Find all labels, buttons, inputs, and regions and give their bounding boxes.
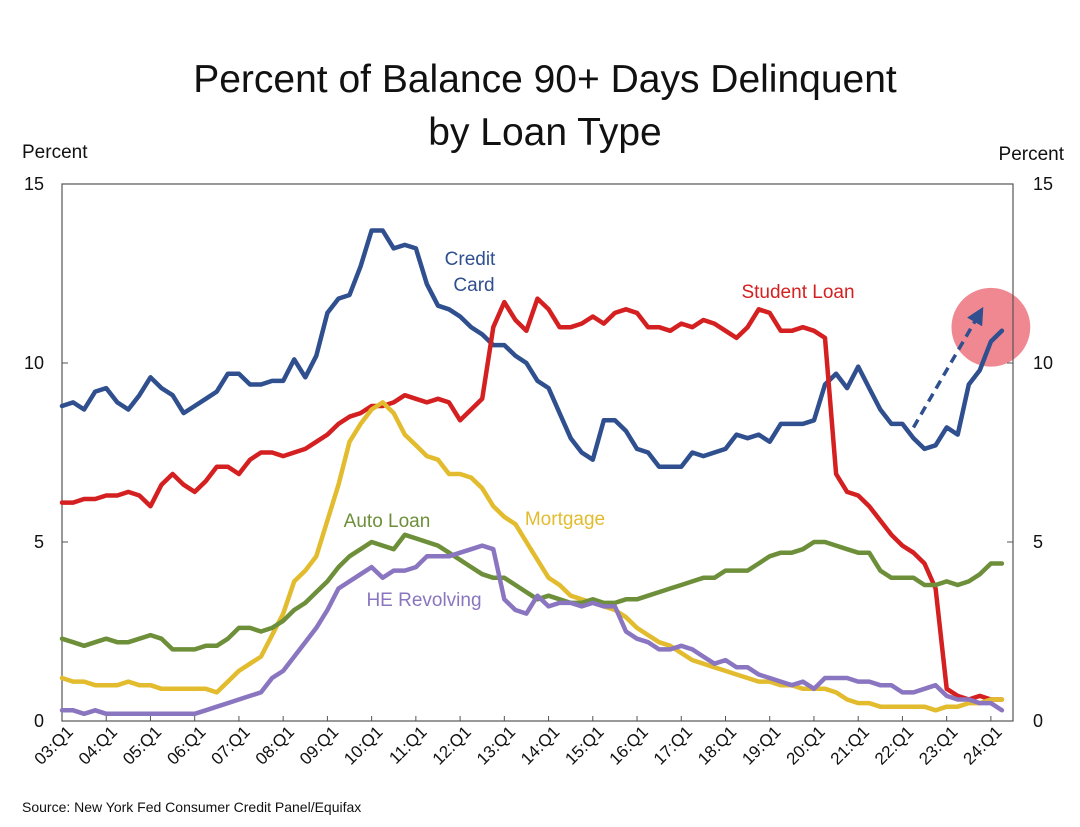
x-tick-label: 19:Q1	[738, 722, 784, 768]
y-axis-left-label: Percent	[22, 142, 88, 163]
series-label-he-revolving: HE Revolving	[366, 590, 481, 611]
series-label-credit-card: Credit	[445, 249, 496, 270]
x-tick-label: 16:Q1	[606, 722, 652, 768]
x-tick-label: 21:Q1	[827, 722, 873, 768]
x-tick-label: 10:Q1	[340, 722, 386, 768]
x-tick-label: 06:Q1	[163, 722, 209, 768]
y-tick-label-left: 0	[34, 711, 44, 731]
x-tick-label: 22:Q1	[871, 722, 917, 768]
series-line-auto-loan	[59, 532, 1005, 652]
series-line-mortgage	[59, 400, 1005, 713]
y-tick-label-right: 10	[1033, 353, 1053, 373]
y-tick-label-right: 5	[1033, 532, 1043, 552]
series-line-credit-card	[59, 228, 1005, 470]
y-tick-label-right: 15	[1033, 174, 1053, 194]
x-tick-label: 20:Q1	[783, 722, 829, 768]
x-tick-label: 09:Q1	[296, 722, 342, 768]
x-tick-label: 15:Q1	[561, 722, 607, 768]
plot-frame	[61, 183, 1014, 722]
x-tick-label: 17:Q1	[650, 722, 696, 768]
series-label-student-loan: Student Loan	[741, 282, 854, 303]
series-line-student-loan	[59, 296, 1005, 702]
series-label-credit-card: Card	[453, 275, 494, 296]
trend-arrow	[911, 306, 984, 429]
series-line-he-revolving	[59, 543, 1005, 717]
chart-title-line2: by Loan Type	[428, 111, 662, 154]
x-tick-label: 18:Q1	[694, 722, 740, 768]
x-tick-label: 08:Q1	[252, 722, 298, 768]
x-tick-label: 14:Q1	[517, 722, 563, 768]
highlight-circle	[951, 287, 1031, 367]
chart-title-line1: Percent of Balance 90+ Days Delinquent	[193, 58, 897, 101]
x-tick-label: 07:Q1	[208, 722, 254, 768]
x-tick-label: 12:Q1	[429, 722, 475, 768]
x-tick-label: 13:Q1	[473, 722, 519, 768]
y-tick-label-right: 0	[1033, 711, 1043, 731]
x-tick-label: 05:Q1	[119, 722, 165, 768]
source-note: Source: New York Fed Consumer Credit Pan…	[22, 799, 362, 815]
x-tick-label: 23:Q1	[915, 722, 961, 768]
x-tick-label: 11:Q1	[385, 722, 430, 767]
series-label-auto-loan: Auto Loan	[344, 511, 431, 532]
series-label-mortgage: Mortgage	[525, 509, 605, 530]
x-tick-label: 24:Q1	[960, 722, 1006, 768]
y-tick-label-left: 5	[34, 532, 44, 552]
y-tick-label-left: 15	[24, 174, 44, 194]
y-tick-label-left: 10	[24, 353, 44, 373]
x-tick-label: 04:Q1	[75, 722, 121, 768]
y-axis-right-label: Percent	[998, 144, 1064, 165]
